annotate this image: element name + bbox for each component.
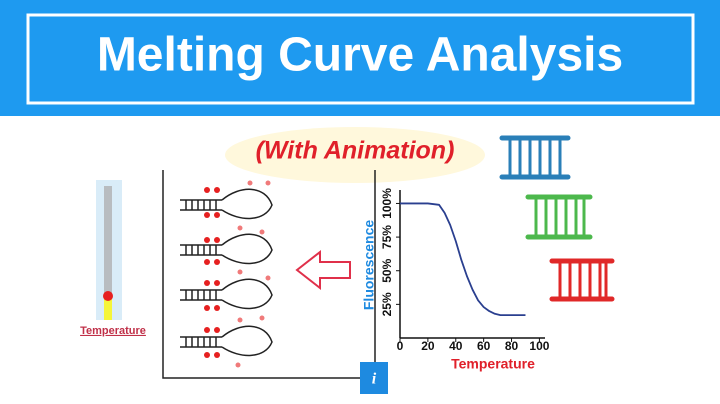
dna-ladder-blue: [499, 135, 571, 180]
dna-ladder-green: [525, 194, 593, 240]
y-axis-label: Fluorescence: [361, 220, 377, 310]
subtitle-glow: [225, 127, 485, 183]
x-tick-label: 40: [449, 339, 463, 353]
thermometer-label: Temperature: [80, 325, 146, 337]
thermometer-tube: [104, 186, 112, 294]
beaker-dots: [204, 180, 271, 368]
thermometer-bulb: [103, 291, 113, 301]
x-tick-label: 80: [505, 339, 519, 353]
x-tick-label: 20: [421, 339, 435, 353]
x-tick-label: 0: [397, 339, 404, 353]
x-axis-label: Temperature: [451, 356, 535, 372]
curve: [400, 202, 526, 317]
y-tick-label: 25%: [380, 292, 394, 316]
y-tick-label: 50%: [380, 258, 394, 282]
y-tick-label: 75%: [380, 225, 394, 249]
header-frame: [26, 13, 695, 105]
x-tick-label: 60: [477, 339, 491, 353]
beaker: [162, 170, 376, 379]
arrow: [295, 249, 351, 291]
dna-ladder-red: [549, 258, 615, 302]
logo: [360, 362, 388, 394]
header-band: [0, 0, 720, 116]
logo-letter: i: [372, 371, 377, 388]
title: Melting Curve Analysis: [97, 29, 623, 82]
y-tick-label: 100%: [380, 188, 394, 219]
thermometer-fill: [104, 298, 112, 320]
subtitle: (With Animation): [256, 137, 455, 165]
x-tick-label: 100: [529, 339, 549, 353]
